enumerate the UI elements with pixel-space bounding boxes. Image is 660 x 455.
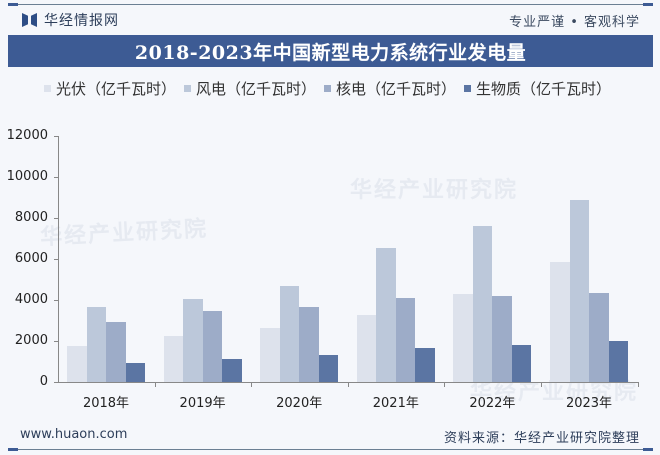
y-tick-label: 2000 — [14, 333, 48, 348]
bar — [183, 298, 203, 382]
bar — [202, 310, 223, 382]
brand: 华经情报网 — [22, 10, 119, 30]
bar — [86, 306, 106, 382]
bottom-rule — [8, 449, 653, 450]
legend-item: 核电（亿千瓦时） — [324, 78, 456, 99]
bar — [608, 341, 628, 382]
chart-title: 2018-2023年中国新型电力系统行业发电量 — [134, 41, 527, 64]
legend-swatch-icon — [464, 85, 472, 92]
legend-swatch-icon — [44, 85, 51, 92]
top-rule — [8, 4, 653, 5]
bar — [492, 296, 512, 382]
y-tick-mark — [54, 341, 59, 342]
bar — [376, 248, 396, 382]
footer-url[interactable]: www.huaon.com — [20, 427, 128, 442]
y-tick-label: 4000 — [14, 292, 48, 307]
legend-label: 核电（亿千瓦时） — [336, 80, 457, 98]
watermark: 华经产业研究院 — [470, 380, 639, 405]
y-tick-mark — [54, 136, 59, 137]
brand-logo-icon — [22, 13, 38, 27]
y-tick-mark — [54, 218, 59, 219]
bar — [222, 359, 242, 382]
bottom-rule-accent — [8, 448, 18, 451]
bar — [569, 200, 589, 382]
legend-swatch-icon — [324, 85, 332, 92]
x-tick-mark — [541, 382, 542, 387]
y-tick-label: 8000 — [14, 210, 48, 225]
bar — [472, 225, 493, 382]
legend-label: 生物质（亿千瓦时） — [476, 80, 612, 98]
bar — [299, 306, 319, 382]
x-tick-label: 2019年 — [179, 396, 226, 411]
legend: 光伏（亿千瓦时） 风电（亿千瓦时） 核电（亿千瓦时） 生物质（亿千瓦时） — [44, 78, 611, 99]
x-tick-mark — [154, 382, 156, 387]
bar — [453, 294, 473, 382]
legend-item: 光伏（亿千瓦时） — [44, 78, 176, 99]
bar — [67, 345, 87, 382]
y-tick-label: 10000 — [6, 169, 48, 184]
legend-swatch-icon — [184, 85, 192, 92]
y-tick-label: 12000 — [6, 128, 48, 143]
watermark: 华经产业研究院 — [39, 216, 209, 251]
x-tick-label: 2018年 — [82, 396, 130, 411]
legend-label: 风电（亿千瓦时） — [196, 80, 317, 98]
x-tick-mark — [444, 382, 446, 387]
legend-label: 光伏（亿千瓦时） — [56, 80, 177, 98]
bar — [511, 344, 532, 382]
x-tick-mark — [637, 382, 639, 387]
bar — [415, 348, 435, 382]
bar — [106, 321, 126, 382]
data-source: 资料来源：华经产业研究院整理 — [443, 431, 640, 446]
bottom-rule-accent — [643, 448, 653, 451]
brand-name: 华经情报网 — [44, 13, 119, 29]
top-rule-accent — [643, 3, 653, 6]
slogan: 专业严谨 • 客观科学 — [509, 15, 640, 30]
bar — [125, 363, 145, 382]
y-tick-mark — [54, 177, 59, 178]
top-rule-accent — [8, 3, 18, 6]
x-tick-mark — [251, 382, 253, 387]
title-bar: 2018-2023年中国新型电力系统行业发电量 — [8, 35, 653, 67]
y-tick-mark — [54, 259, 59, 260]
legend-item: 生物质（亿千瓦时） — [464, 78, 611, 99]
x-tick-label: 2020年 — [276, 396, 323, 411]
bar — [356, 315, 377, 382]
bar — [550, 262, 570, 382]
legend-item: 风电（亿千瓦时） — [184, 78, 316, 99]
bar — [318, 354, 339, 382]
x-tick-label: 2022年 — [469, 396, 516, 411]
bar — [589, 292, 609, 382]
bar — [163, 336, 184, 382]
bar — [395, 298, 416, 382]
watermark: 华经产业研究院 — [350, 178, 519, 203]
x-tick-label: 2021年 — [372, 396, 419, 411]
bar — [260, 328, 280, 382]
x-tick-label: 2023年 — [565, 396, 613, 411]
y-tick-label: 6000 — [14, 251, 48, 266]
y-tick-mark — [54, 300, 59, 301]
y-tick-mark — [54, 382, 59, 383]
x-tick-mark — [347, 382, 349, 387]
bar — [279, 286, 300, 382]
y-tick-label: 0 — [39, 374, 48, 389]
